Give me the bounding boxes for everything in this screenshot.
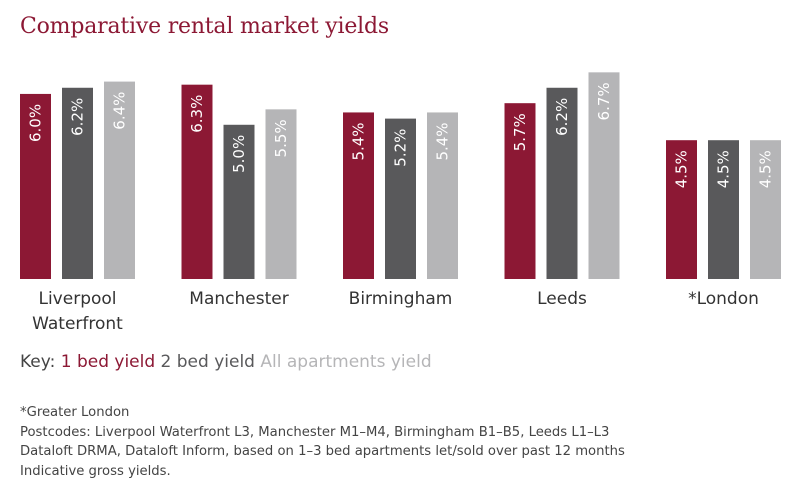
bar-value-label: 6.2% — [69, 98, 87, 136]
bar-london-all-apartments-yield — [750, 140, 781, 279]
bar-value-label: 5.2% — [392, 129, 410, 167]
bar-value-label: 4.5% — [673, 150, 691, 188]
bar-value-label: 5.7% — [511, 113, 529, 151]
bar-manchester-2-bed-yield — [223, 124, 255, 279]
legend-item-2-bed: 2 bed yield — [160, 352, 255, 372]
bar-manchester-all-apartments-yield — [265, 109, 297, 279]
legend-label: Key: — [20, 352, 56, 372]
bar-value-label: 6.0% — [27, 104, 45, 142]
bar-value-label: 5.4% — [350, 122, 368, 160]
bar-value-label: 6.4% — [111, 92, 129, 130]
bar-liverpool-waterfront-all-apartments-yield — [104, 81, 135, 279]
footnotes: *Greater London Postcodes: Liverpool Wat… — [20, 403, 625, 481]
bar-liverpool-waterfront-1-bed-yield — [20, 93, 51, 279]
chart-title: Comparative rental market yields — [20, 14, 389, 39]
footnote-gross-yields: Indicative gross yields. — [20, 463, 171, 479]
bar-value-label: 5.0% — [230, 135, 248, 173]
bar-birmingham-1-bed-yield — [343, 112, 374, 280]
legend: Key: 1 bed yield 2 bed yield All apartme… — [20, 352, 432, 372]
category-label: Leeds — [537, 289, 587, 309]
bar-london-1-bed-yield — [666, 140, 697, 279]
footnote-postcodes: Postcodes: Liverpool Waterfront L3, Manc… — [20, 424, 610, 440]
bar-london-2-bed-yield — [708, 140, 739, 279]
footnote-greater-london: *Greater London — [20, 405, 130, 420]
footnote-source: Dataloft DRMA, Dataloft Inform, based on… — [20, 444, 625, 459]
category-label: Waterfront — [32, 314, 123, 334]
bar-value-label: 6.3% — [188, 95, 206, 133]
bar-leeds-all-apartments-yield — [588, 72, 620, 279]
bar-liverpool-waterfront-2-bed-yield — [62, 87, 93, 280]
bar-value-label: 4.5% — [715, 150, 733, 188]
bar-leeds-1-bed-yield — [504, 103, 536, 279]
category-label: Liverpool — [38, 289, 116, 309]
bar-manchester-1-bed-yield — [181, 84, 213, 279]
bar-birmingham-all-apartments-yield — [427, 112, 458, 280]
bar-value-label: 6.7% — [595, 82, 613, 120]
legend-item-1-bed: 1 bed yield — [60, 352, 156, 372]
bar-value-label: 5.4% — [434, 122, 452, 160]
legend-item-all-apartments: All apartments yield — [260, 352, 432, 372]
bar-value-label: 5.5% — [272, 119, 290, 157]
bar-leeds-2-bed-yield — [546, 87, 578, 280]
category-label: *London — [688, 289, 759, 309]
bar-birmingham-2-bed-yield — [385, 118, 416, 279]
bar-value-label: 6.2% — [553, 98, 571, 136]
category-label: Manchester — [189, 289, 288, 309]
bar-chart: 6.0% 6.2% 6.4% Liverpool Waterfront 6.3% 5.0% 5… — [20, 72, 781, 334]
category-label: Birmingham — [349, 289, 453, 309]
bar-value-label: 4.5% — [757, 150, 775, 188]
